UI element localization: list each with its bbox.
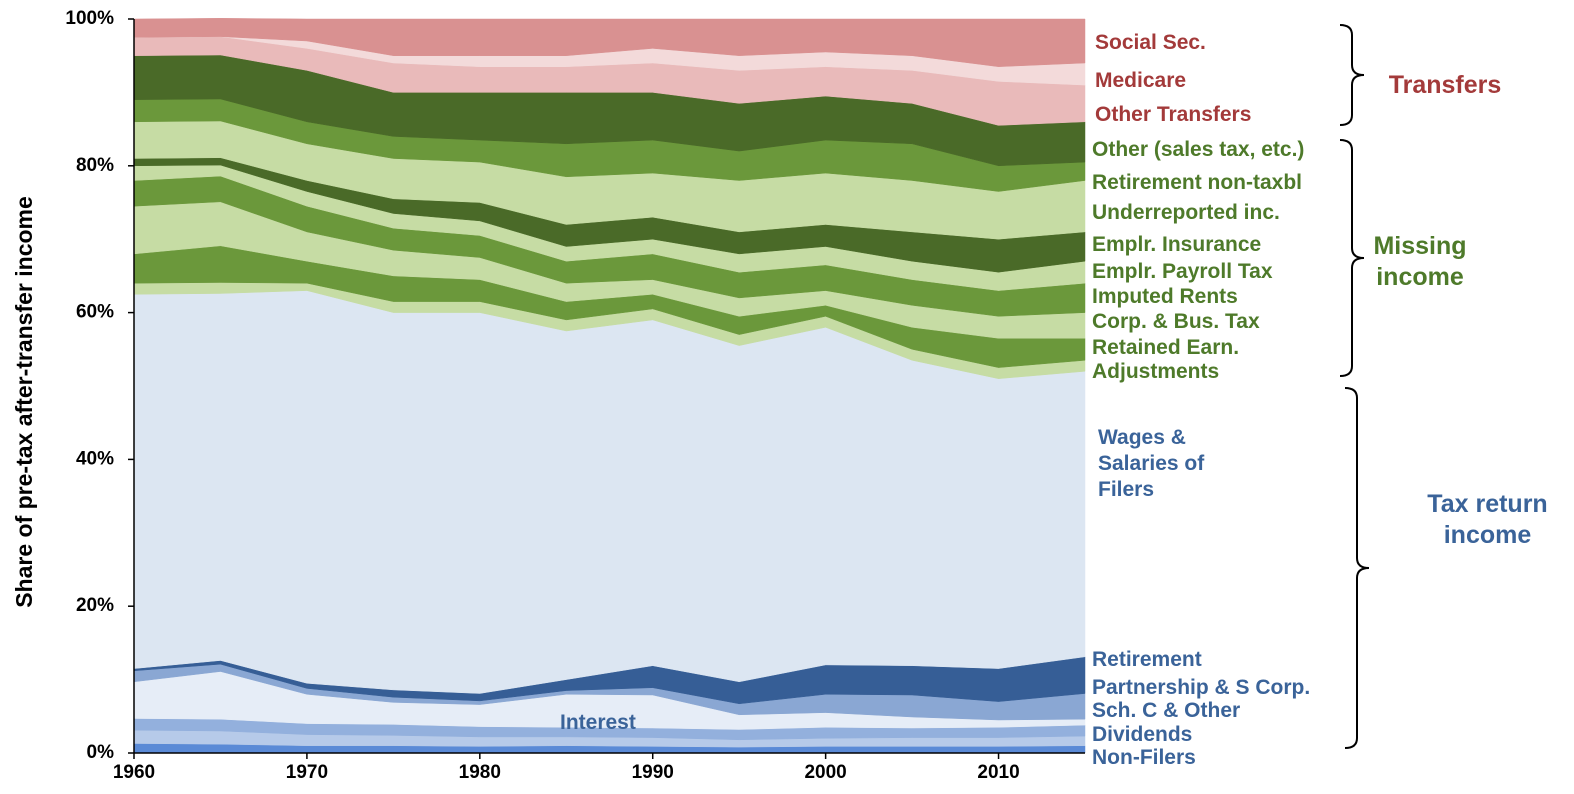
y-tick-label: 40% [76,448,114,469]
bracket [1344,387,1370,749]
legend-label: Underreported inc. [1092,201,1280,224]
y-tick-label: 0% [87,742,115,763]
legend-label: Emplr. Insurance [1092,233,1262,256]
area [133,18,1086,67]
legend-label: Adjustments [1092,360,1220,383]
x-tick-label: 1960 [113,762,155,783]
y-tick-label: 100% [65,8,114,29]
area-label: Interest [560,711,636,734]
legend-label: Partnership & S Corp. [1092,676,1311,699]
y-tick-label: 60% [76,302,114,323]
legend-label: Imputed Rents [1092,285,1238,308]
legend-label: Emplr. Payroll Tax [1092,260,1273,283]
x-tick-label: 1980 [459,762,501,783]
legend-label: Social Sec. [1095,31,1206,54]
legend-label: Medicare [1095,69,1187,92]
legend-label: Wages & Salaries of Filers [1098,426,1205,501]
areas [133,18,1086,754]
bracket [1339,139,1365,377]
bracket [1339,24,1365,126]
x-tick-label: 2010 [977,762,1019,783]
legend-label: Retirement non-taxbl [1092,171,1303,194]
legend-label: Retirement [1092,648,1202,671]
legend-label: Retained Earn. [1092,336,1240,359]
legend-label: Other Transfers [1095,103,1252,126]
y-tick-label: 80% [76,155,114,176]
legend-label: Non-Filers [1092,746,1196,769]
x-tick-label: 1990 [632,762,674,783]
group-label: Tax return income [1427,490,1548,549]
y-axis-label: Share of pre-tax after-transfer income [11,196,37,608]
group-label: Missing income [1373,232,1467,291]
legend-label: Dividends [1092,723,1193,746]
legend-label: Sch. C & Other [1092,699,1241,722]
y-tick-label: 20% [76,595,114,616]
legend-label: Other (sales tax, etc.) [1092,138,1305,161]
x-tick-label: 2000 [804,762,846,783]
legend-label: Corp. & Bus. Tax [1092,310,1260,333]
x-tick-label: 1970 [286,762,328,783]
group-label: Transfers [1388,71,1502,99]
